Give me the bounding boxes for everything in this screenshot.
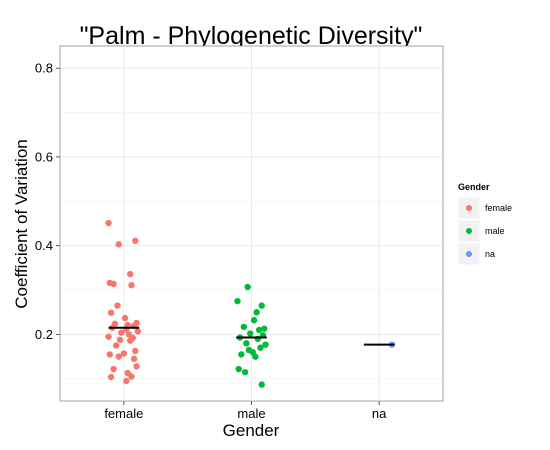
chart-title: "Palm - Phylogenetic Diversity" <box>80 22 423 50</box>
data-point-female <box>106 351 113 358</box>
data-point-female <box>116 336 124 343</box>
data-point-female <box>132 237 139 245</box>
data-point-female <box>134 328 142 335</box>
data-point-female <box>128 373 135 380</box>
legend-label: female <box>485 203 512 213</box>
legend-item-na: na <box>457 242 495 266</box>
data-point-male <box>244 283 251 291</box>
x-tick-label: female <box>104 406 143 421</box>
data-point-male <box>238 351 245 358</box>
grid-major <box>60 46 443 401</box>
legend-item-female: female <box>457 196 512 220</box>
legend-title: Gender <box>458 182 490 192</box>
data-point-male <box>257 344 264 351</box>
data-point-male <box>247 330 254 337</box>
legend-label: na <box>485 249 495 259</box>
data-point-female <box>105 333 112 340</box>
x-axis: female male na <box>104 401 387 421</box>
data-point-male <box>258 302 265 309</box>
data-point-male <box>262 341 269 348</box>
data-point-female <box>120 350 128 357</box>
data-point-female <box>107 309 115 316</box>
data-point-male <box>258 381 265 388</box>
data-point-female <box>127 337 134 344</box>
data-point-female <box>115 241 122 248</box>
data-point-male <box>241 368 249 376</box>
data-point-male <box>235 365 242 373</box>
y-tick-label: 0.8 <box>35 61 53 76</box>
data-point-female <box>107 373 115 381</box>
data-point-female <box>114 302 121 309</box>
data-point-female <box>132 347 139 355</box>
data-point-male <box>240 323 248 331</box>
data-points <box>105 219 396 388</box>
legend-entries: female male na <box>457 196 512 266</box>
legend-item-male: male <box>457 219 505 243</box>
data-point-female <box>121 314 129 322</box>
data-point-male <box>253 309 260 316</box>
data-point-female <box>112 342 120 349</box>
data-point-male <box>243 340 250 347</box>
y-tick-label: 0.2 <box>35 327 53 342</box>
plot-area <box>59 45 444 402</box>
legend-swatch-female <box>466 205 472 211</box>
legend-label: male <box>485 226 505 236</box>
data-point-female <box>133 363 140 370</box>
data-point-female <box>115 353 122 360</box>
data-point-male <box>250 317 258 324</box>
data-point-female <box>110 280 117 288</box>
x-axis-title: Gender <box>223 421 280 440</box>
data-point-female <box>130 355 138 363</box>
data-point-female <box>123 377 130 385</box>
x-tick-label: male <box>237 406 265 421</box>
median-lines <box>108 326 395 346</box>
y-tick-label: 0.4 <box>35 238 53 253</box>
y-axis: 0.2 0.4 0.6 0.8 <box>35 61 60 342</box>
data-point-female <box>127 270 134 278</box>
data-point-female <box>105 219 112 227</box>
legend-swatch-na <box>466 251 472 257</box>
data-point-male <box>234 297 241 305</box>
data-point-female <box>118 329 125 336</box>
legend: Gender female male na <box>457 182 512 266</box>
data-point-male <box>252 353 259 360</box>
data-point-male <box>261 325 268 332</box>
y-tick-label: 0.6 <box>35 149 53 164</box>
data-point-female <box>128 281 135 289</box>
data-point-male <box>255 326 263 334</box>
legend-swatch-male <box>466 228 472 234</box>
data-point-female <box>110 365 117 373</box>
y-axis-title: Coefficient of Variation <box>12 139 31 308</box>
grid-minor <box>60 112 443 380</box>
x-tick-label: na <box>372 406 387 421</box>
